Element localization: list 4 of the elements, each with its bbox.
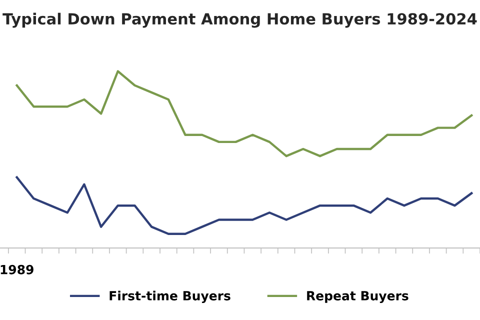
text: 1989 bbox=[0, 264, 34, 274]
legend-label: First-time Buyers bbox=[110, 290, 230, 303]
chart-title: Typical Down Payment Among Home Buyers 1989-2024 bbox=[2, 12, 477, 28]
legend-label: Repeat Buyers bbox=[307, 291, 408, 303]
